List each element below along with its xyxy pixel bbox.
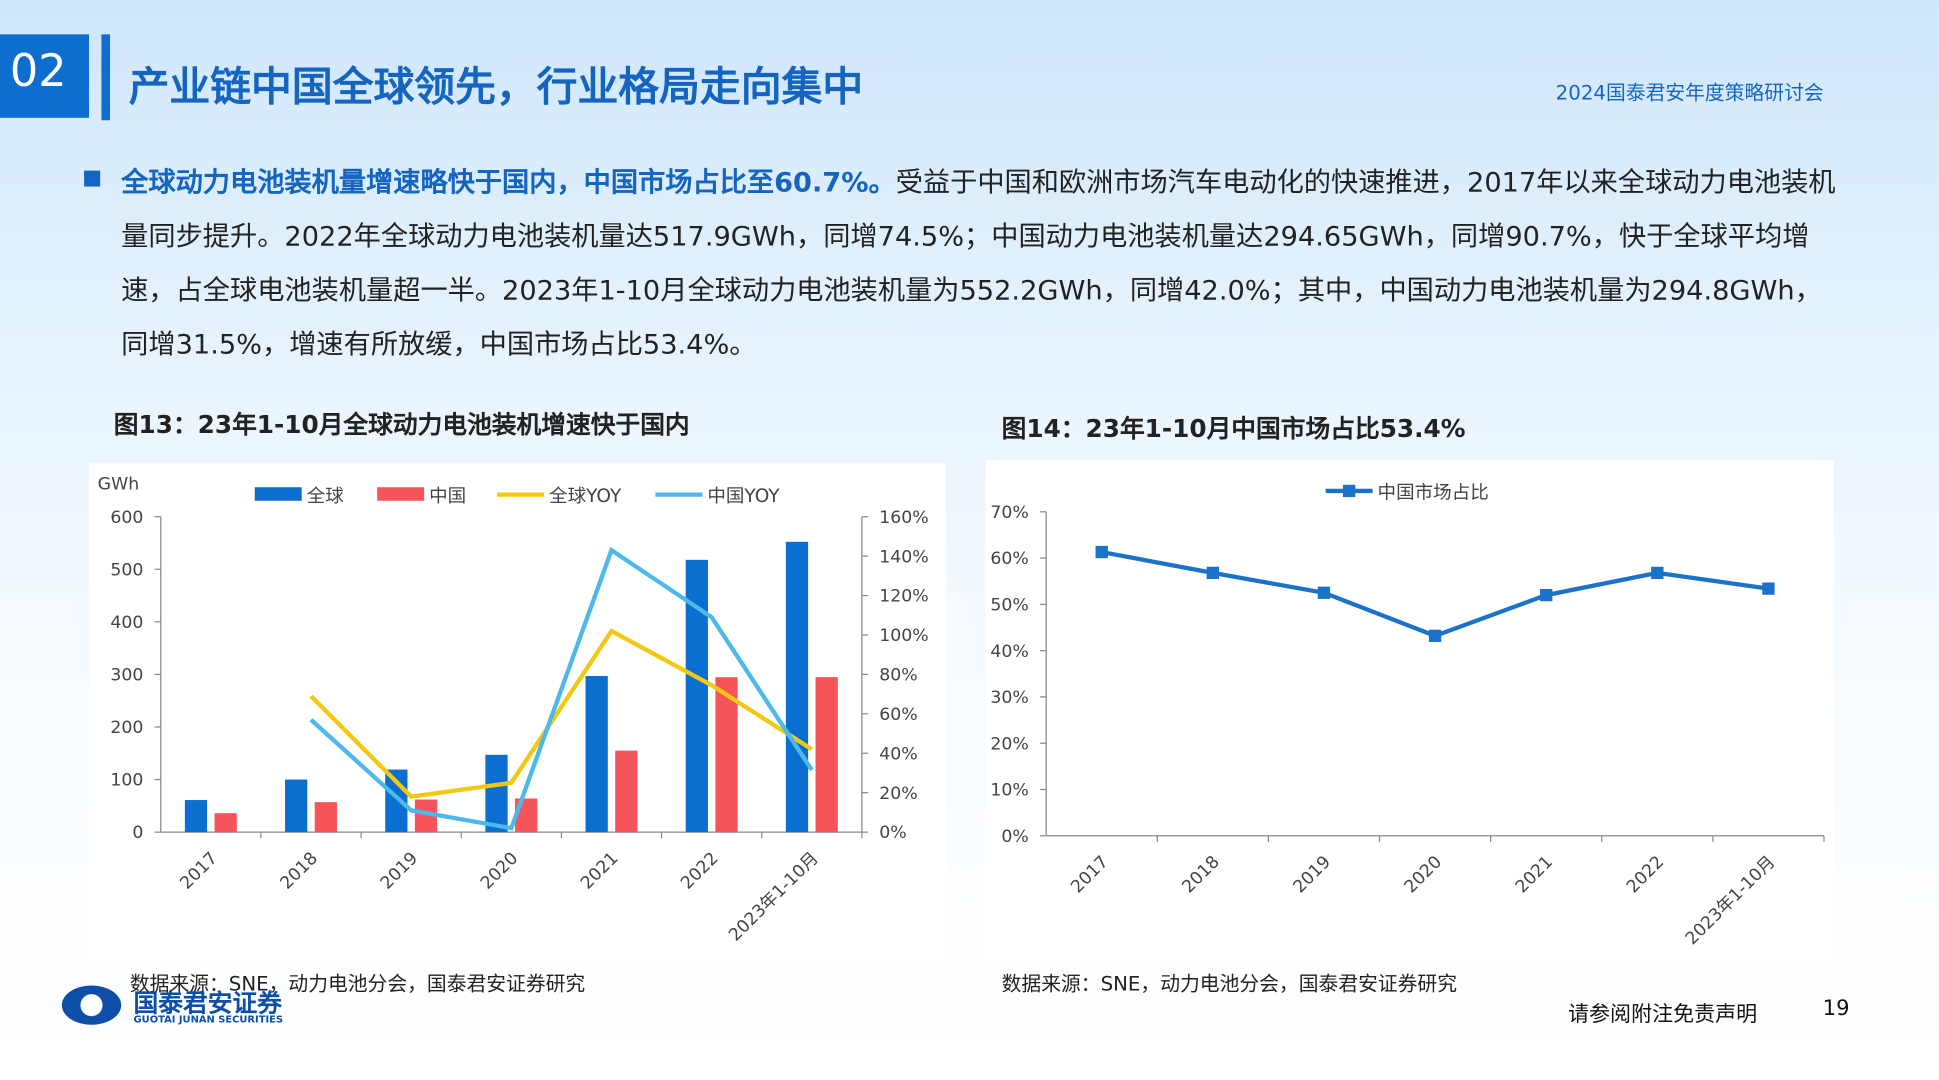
y-tick-label: 600: [110, 508, 143, 528]
logo-text: 国泰君安证券: [133, 987, 282, 1018]
bar: [715, 677, 738, 833]
section-badge: [0, 34, 90, 118]
y2-tick-label: 160%: [879, 508, 928, 528]
legend-swatch: [377, 487, 425, 501]
bar: [585, 675, 608, 833]
bar: [485, 754, 508, 833]
bar: [685, 559, 708, 833]
y-tick-label: 40%: [990, 642, 1028, 662]
y-tick-label: 50%: [990, 596, 1028, 616]
event-name: 2024国泰君安年度策略研讨会: [1555, 81, 1824, 105]
marker: [1540, 588, 1553, 602]
y2-tick-label: 20%: [879, 784, 917, 804]
bar: [785, 541, 809, 833]
marker: [1206, 566, 1220, 580]
summary-text: 受益于中国和欧洲市场汽车电动化的快速推进，2017年以来全球动力电池装机量同步提…: [121, 168, 1836, 361]
slide-title: 产业链中国全球领先，行业格局走向集中: [128, 62, 864, 111]
marker: [1651, 566, 1664, 580]
y-tick-label: 10%: [990, 781, 1028, 801]
bar: [815, 677, 838, 833]
source: 数据来源：SNE，动力电池分会，国泰君安证券研究: [1001, 972, 1458, 996]
legend-swatch: [254, 487, 302, 501]
logo-mark: [61, 985, 122, 1025]
y-tick-label: 60%: [990, 549, 1028, 569]
y2-tick-label: 100%: [879, 626, 928, 646]
bar: [414, 799, 438, 833]
legend-label: 中国: [429, 486, 466, 507]
page-number: 19: [1822, 996, 1850, 1022]
source: 数据来源：SNE，动力电池分会，国泰君安证券研究: [129, 972, 586, 996]
bar: [214, 813, 237, 833]
legend-label: 中国市场占比: [1378, 482, 1489, 503]
legend-label: 全球: [307, 486, 344, 507]
y-tick-label: 400: [110, 613, 143, 633]
bullet: [84, 170, 101, 187]
y-axis-label: GWh: [98, 475, 139, 495]
y-tick-label: 100: [110, 771, 143, 791]
summary-highlight: 全球动力电池装机量增速略快于国内，中国市场占比至60.7%。: [121, 168, 896, 199]
summary: 全球动力电池装机量增速略快于国内，中国市场占比至60.7%。受益于中国和欧洲市场…: [121, 157, 1840, 373]
legend-label: 全球YOY: [549, 486, 622, 507]
marker: [1095, 545, 1108, 559]
bar: [615, 750, 638, 833]
y2-tick-label: 120%: [879, 587, 928, 607]
y-tick-label: 0%: [1001, 827, 1028, 847]
marker: [1428, 629, 1442, 642]
marker: [1317, 586, 1331, 599]
bar: [285, 779, 308, 833]
y2-tick-label: 0%: [879, 823, 906, 843]
y2-tick-label: 80%: [879, 666, 917, 686]
logo-english: GUOTAI JUNAN SECURITIES: [133, 1013, 284, 1025]
legend-swatch: [1342, 484, 1356, 498]
legend-label: 中国YOY: [707, 486, 780, 507]
bar: [184, 800, 208, 833]
y2-tick-label: 140%: [879, 547, 928, 567]
y-tick-label: 20%: [990, 734, 1028, 754]
y-tick-label: 500: [110, 560, 143, 580]
y2-tick-label: 40%: [879, 744, 917, 764]
y2-tick-label: 60%: [879, 705, 917, 725]
disclaimer: 请参阅附注免责声明: [1568, 1002, 1758, 1028]
y-tick-label: 300: [110, 666, 143, 686]
line: [309, 628, 814, 799]
y-tick-label: 0: [132, 823, 143, 843]
chart-panel: [985, 460, 1834, 964]
y-tick-label: 30%: [990, 688, 1028, 708]
section-number: 02: [9, 46, 67, 97]
bar: [314, 802, 337, 833]
y-tick-label: 70%: [990, 503, 1028, 523]
marker: [1762, 582, 1775, 595]
title-bar: [101, 34, 111, 121]
line: [309, 546, 814, 831]
chart-title: 图14：23年1-10月中国市场占比53.4%: [1001, 413, 1466, 444]
chart-title: 图13：23年1-10月全球动力电池装机增速快于国内: [113, 409, 690, 440]
y-tick-label: 200: [110, 718, 143, 738]
